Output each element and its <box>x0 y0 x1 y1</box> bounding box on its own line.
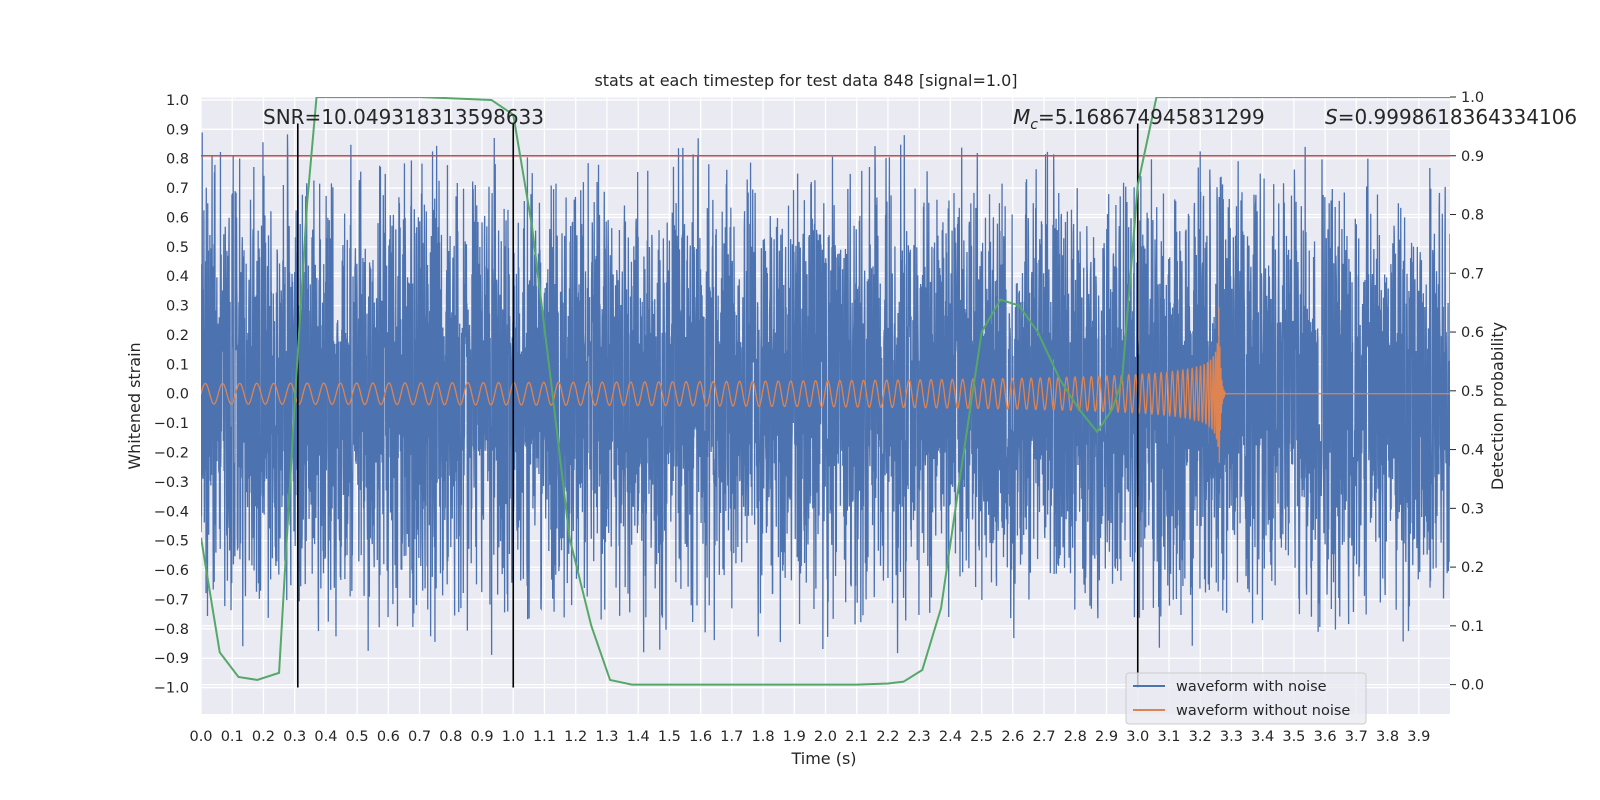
x-tick-label: 3.2 <box>1189 729 1212 745</box>
x-tick-label: 1.8 <box>752 729 775 745</box>
x-tick-labels: 0.0 0.1 0.2 0.3 0.4 0.5 0.6 0.7 0.8 0.9 1.0 1.1 1.2 1… <box>189 729 1430 745</box>
chart-title: stats at each timestep for test data 848… <box>594 71 1017 90</box>
x-tick-label: 3.3 <box>1220 729 1243 745</box>
y-tick-label-left: −0.8 <box>154 622 189 638</box>
x-tick-label: 0.4 <box>314 729 337 745</box>
x-tick-label: 2.6 <box>1001 729 1024 745</box>
y-tick-label-right: 0.1 <box>1461 619 1484 635</box>
x-tick-label: 3.5 <box>1282 729 1305 745</box>
annotation-chirp-mass: Mc=5.168674945831299 <box>1013 105 1265 133</box>
x-tick-label: 1.9 <box>783 729 806 745</box>
x-tick-label: 0.7 <box>408 729 431 745</box>
y-tick-label-left: −0.5 <box>154 534 189 550</box>
x-tick-label: 2.8 <box>1064 729 1087 745</box>
legend-box <box>1125 672 1367 725</box>
x-tick-label: 3.6 <box>1314 729 1337 745</box>
annotation-snr: SNR=10.049318313598633 <box>263 105 544 129</box>
y-tick-labels-right: 0.0 0.1 0.2 0.3 0.4 0.5 0.6 0.7 0.8 0.9 1.0 <box>1450 90 1484 694</box>
y-tick-label-left: 0.7 <box>166 181 189 197</box>
x-tick-label: 0.9 <box>470 729 493 745</box>
x-tick-label: 0.2 <box>252 729 275 745</box>
x-tick-label: 3.0 <box>1126 729 1149 745</box>
x-tick-label: 2.9 <box>1095 729 1118 745</box>
x-tick-label: 2.3 <box>908 729 931 745</box>
x-tick-label: 0.8 <box>439 729 462 745</box>
y-tick-label-right: 1.0 <box>1461 90 1484 106</box>
y-axis-label-right: Detection probability <box>1488 322 1507 490</box>
annotation-s: S=0.9998618364334106 <box>1325 105 1577 129</box>
y-tick-label-right: 0.3 <box>1461 501 1484 517</box>
y-tick-label-left: 0.8 <box>166 152 189 168</box>
y-tick-label-right: 0.6 <box>1461 325 1484 341</box>
y-tick-label-left: −1.0 <box>154 681 189 697</box>
x-tick-label: 2.5 <box>970 729 993 745</box>
y-tick-label-right: 0.5 <box>1461 384 1484 400</box>
y-tick-labels-left: −1.0 −0.9 −0.8 −0.7 −0.6 −0.5 −0.4 −0.3 −0.2 −0.1… <box>154 93 189 697</box>
y-tick-label-left: −0.1 <box>154 416 189 432</box>
x-tick-label: 1.7 <box>720 729 743 745</box>
y-tick-label-left: 0.0 <box>166 387 189 403</box>
y-tick-label-left: 0.6 <box>166 210 189 226</box>
x-tick-label: 2.0 <box>814 729 837 745</box>
x-axis-label: Time (s) <box>790 749 856 768</box>
x-tick-label: 2.2 <box>876 729 899 745</box>
x-tick-label: 0.6 <box>377 729 400 745</box>
y-tick-label-left: −0.4 <box>154 504 189 520</box>
y-tick-label-left: −0.6 <box>154 563 189 579</box>
x-tick-label: 1.1 <box>533 729 556 745</box>
x-tick-label: 0.3 <box>283 729 306 745</box>
y-tick-label-left: 0.9 <box>166 122 189 138</box>
x-tick-label: 3.8 <box>1376 729 1399 745</box>
x-tick-label: 1.0 <box>502 729 525 745</box>
x-tick-label: 0.5 <box>346 729 369 745</box>
annotation-chirp-mass-symbol: M <box>1013 105 1030 129</box>
x-tick-label: 3.4 <box>1251 729 1274 745</box>
y-tick-label-left: −0.3 <box>154 475 189 491</box>
series-line-waveform-without-noise <box>201 307 1450 463</box>
y-tick-label-right: 0.4 <box>1461 443 1484 459</box>
x-tick-label: 2.7 <box>1033 729 1056 745</box>
y-tick-label-left: −0.7 <box>154 592 189 608</box>
x-tick-label: 1.4 <box>627 729 650 745</box>
x-tick-label: 0.0 <box>189 729 212 745</box>
annotation-chirp-mass-value: =5.168674945831299 <box>1038 105 1265 129</box>
annotation-s-symbol: S <box>1325 105 1338 129</box>
legend: waveform with noise waveform without noi… <box>1125 672 1367 725</box>
y-tick-label-left: 0.1 <box>166 357 189 373</box>
series-line-detection-probability <box>201 97 1450 686</box>
x-tick-label: 3.1 <box>1157 729 1180 745</box>
y-tick-label-right: 0.9 <box>1461 149 1484 165</box>
x-tick-label: 2.4 <box>939 729 962 745</box>
x-tick-label: 0.1 <box>221 729 244 745</box>
y-tick-label-right: 0.7 <box>1461 266 1484 282</box>
y-tick-label-right: 0.2 <box>1461 560 1484 576</box>
y-axis-label-left: Whitened strain <box>125 342 144 469</box>
x-tick-label: 3.9 <box>1407 729 1430 745</box>
series-line-waveform-with-noise <box>201 132 1450 655</box>
x-tick-label: 1.2 <box>564 729 587 745</box>
legend-label-waveform-with-noise: waveform with noise <box>1176 679 1327 695</box>
y-tick-label-right: 0.0 <box>1461 678 1484 694</box>
x-tick-label: 3.7 <box>1345 729 1368 745</box>
annotation-chirp-mass-subscript: c <box>1030 117 1038 133</box>
y-tick-label-left: 0.4 <box>166 269 189 285</box>
y-tick-label-left: 1.0 <box>166 93 189 109</box>
x-tick-label: 1.5 <box>658 729 681 745</box>
annotation-s-value: =0.9998618364334106 <box>1338 105 1577 129</box>
x-tick-label: 2.1 <box>845 729 868 745</box>
vertical-marker-lines <box>296 123 1139 688</box>
legend-label-waveform-without-noise: waveform without noise <box>1176 703 1350 719</box>
y-tick-label-left: −0.9 <box>154 651 189 667</box>
y-tick-label-left: −0.2 <box>154 446 189 462</box>
x-tick-label: 1.6 <box>689 729 712 745</box>
y-tick-label-left: 0.3 <box>166 299 189 315</box>
y-tick-label-right: 0.8 <box>1461 208 1484 224</box>
y-tick-label-left: 0.5 <box>166 240 189 256</box>
y-tick-label-left: 0.2 <box>166 328 189 344</box>
x-tick-label: 1.3 <box>595 729 618 745</box>
